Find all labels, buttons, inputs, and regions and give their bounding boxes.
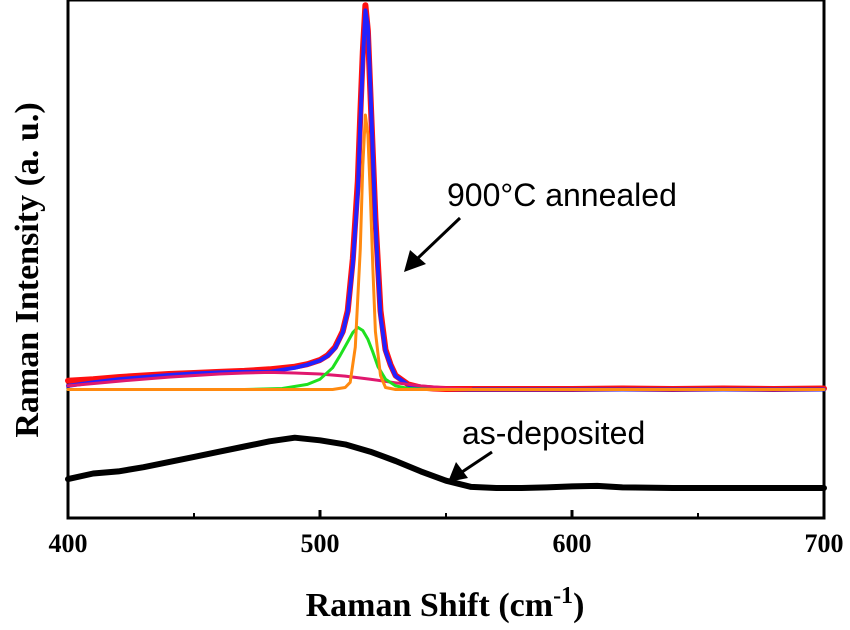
- arrow-deposited-head: [448, 462, 468, 482]
- series-line-900-c-annealed-measured: [65, 2, 827, 392]
- x-axis-title-text: Raman Shift: [306, 587, 491, 624]
- x-tick-label: 700: [805, 529, 844, 558]
- series-line-as-deposited: [65, 434, 827, 491]
- x-axis-unit-base: (cm: [498, 587, 553, 624]
- annotation-as-deposited: as-deposited: [462, 415, 645, 451]
- y-axis-title: Raman Intensity (a. u.): [9, 102, 46, 437]
- series-line-amorphous-component: [66, 370, 473, 391]
- series-line-intermediate-component: [66, 325, 826, 391]
- tick-layer: 400 500 600 700: [49, 510, 844, 558]
- arrow-annealed-head: [404, 250, 426, 272]
- series-line-crystalline-component: [66, 113, 826, 391]
- annotation-900c-annealed: 900°C annealed: [447, 177, 677, 213]
- x-axis-title: Raman Shift (cm-1): [306, 583, 585, 624]
- series-line-900-c-annealed-fit: [66, 8, 826, 392]
- plot-frame: [66, 0, 826, 520]
- x-tick-label: 600: [553, 529, 592, 558]
- series-layer: [65, 2, 827, 491]
- x-axis-unit-superscript: -1: [553, 583, 573, 609]
- x-tick-label: 500: [301, 529, 340, 558]
- arrow-annealed-shaft: [416, 216, 462, 260]
- arrow-deposited-shaft: [461, 450, 493, 474]
- x-tick-label: 400: [49, 529, 88, 558]
- x-axis-unit-close: ): [573, 587, 584, 624]
